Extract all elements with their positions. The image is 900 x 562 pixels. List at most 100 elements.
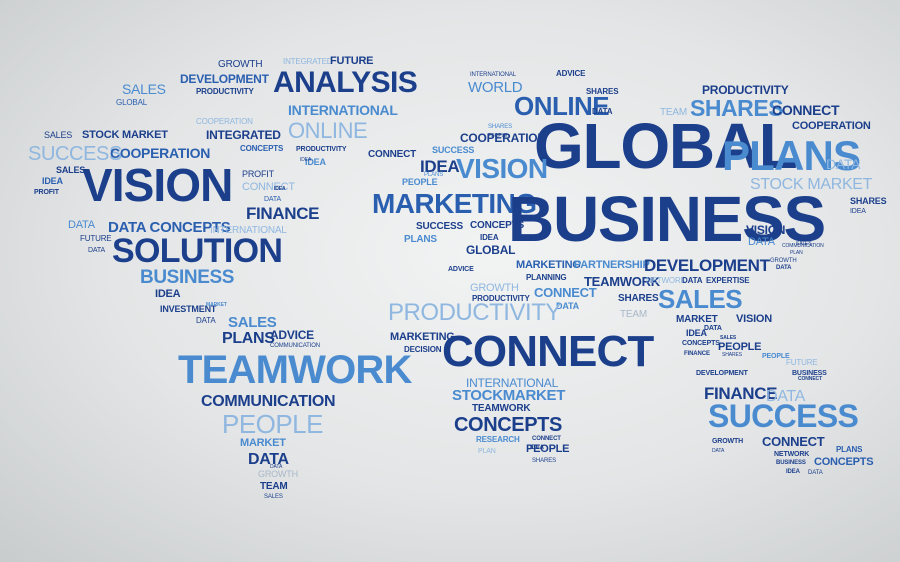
word-vision-2: VISION [456,153,548,184]
word-plans-3: PLANS [404,234,437,245]
word-advice: ADVICE [270,328,314,342]
word-success-4: SUCCESS [708,398,859,434]
word-cooperation-3: COOPERATION [792,120,871,132]
word-analysis: ANALYSIS [273,66,418,99]
word-online-2: ONLINE [514,91,610,121]
word-data-10: DATA [556,301,579,311]
word-data-concepts: DATA CONCEPTS [108,219,231,236]
word-data-7: DATA [826,156,861,172]
word-people: PEOPLE [222,409,323,439]
word-data-5: DATA [248,451,289,468]
word-data-6: DATA [592,107,613,116]
word-sales-7: SALES [796,241,812,247]
word-connect-2: CONNECT [772,102,840,118]
word-plan: PLAN [478,448,496,455]
word-vision: VISION [82,159,233,211]
word-world: WORLD [468,79,523,96]
word-vision-4: VISION [736,313,772,325]
word-concepts-3: CONCEPTS [682,340,720,347]
word-international-3: INTERNATIONAL [470,72,517,78]
word-expertise: EXPERTISE [706,276,750,285]
word-sales-2: SALES [44,130,73,140]
word-vision-3: VISION [746,223,786,237]
word-decision: DECISION [404,345,442,354]
word-network-2: NETWORK [774,451,810,458]
word-business-4: BUSINESS [776,460,806,466]
word-people-5: PEOPLE [526,443,570,455]
word-data-15: DATA [270,464,283,470]
word-shares-4: SHARES [850,196,887,206]
word-concepts-4: CONCEPTS [454,414,562,436]
word-productivity-2: PRODUCTIVITY [296,146,347,153]
word-plans: PLANS [222,330,275,347]
word-sales-3: SALES [56,165,86,175]
word-data-9: DATA [682,276,703,285]
word-connect-8: CONNECT [798,376,823,382]
word-plans-4: PLANS [836,445,863,454]
word-market-2: MARKET [676,314,718,325]
word-sales-8: SALES [720,335,737,341]
word-sales-4: SALES [228,314,277,331]
word-marketing-2: MARKETING [516,259,581,271]
word-planning: PLANNING [526,273,567,282]
word-idea-2: IDEA [42,176,63,186]
word-development-3: DEVELOPMENT [696,370,748,377]
word-idea-5: IDEA [850,208,866,215]
word-productivity-3: PRODUCTIVITY [702,83,789,97]
word-concepts-2: CONCEPTS [470,220,524,231]
word-investment: INVESTMENT [160,304,217,314]
word-integrated-2: INTEGRATED [206,128,281,142]
word-connect-7: CONNECT [762,434,825,449]
word-data: DATA [264,196,282,203]
word-teamwork: TEAMWORK [178,348,412,392]
word-team: TEAM [260,481,288,492]
word-communication: COMMUNICATION [270,343,320,349]
word-plans-2: PLANS [722,132,861,179]
word-connect-5: CONNECT [442,327,654,376]
word-idea-11: IDEA [274,186,286,192]
word-global: GLOBAL [116,98,148,107]
word-finance-2: FINANCE [684,351,710,357]
word-idea-7: IDEA [686,328,707,338]
word-shares: SHARES [586,87,619,96]
word-idea-10: IDEA [300,157,312,163]
word-teamwork-2: TEAMWORK [584,274,660,289]
word-marketing: MARKETING [372,188,537,219]
word-advice-3: ADVICE [448,266,474,273]
word-data-14: DATA [776,265,792,271]
word-partnership: PARTNERSHIP [574,259,650,271]
word-growth-5: GROWTH [770,258,797,264]
word-data-16: DATA [712,448,725,454]
word-future: FUTURE [330,55,374,67]
word-stockmarket: STOCKMARKET [452,387,566,404]
word-business-3: BUSINESS [792,370,827,377]
word-integrated: INTEGRATED [283,57,333,66]
word-development: DEVELOPMENT [180,72,269,86]
word-communication-3: COMMUNICATION [782,243,824,249]
word-people-6: PEOPLE [488,133,508,139]
word-concepts-5: CONCEPTS [814,456,874,468]
word-network: NETWORK [646,276,686,285]
word-team-2: TEAM [660,107,687,118]
word-growth-2: GROWTH [258,469,298,479]
word-finance: FINANCE [246,204,320,223]
word-people-2: PEOPLE [402,177,438,187]
word-global-2: GLOBAL [534,110,798,182]
word-connect: CONNECT [242,181,295,193]
word-stock-market-2: STOCK MARKET [750,176,873,193]
word-research: RESEARCH [476,435,520,444]
word-market: MARKET [240,437,286,449]
word-shares-6: SHARES [722,352,742,358]
word-shares-7: SHARES [532,458,556,464]
word-shares-3: SHARES [488,124,512,130]
word-connect-6: CONNECT [532,436,561,442]
word-growth-3: GROWTH [470,282,519,294]
word-cooperation-2: COOPERATION [110,145,211,161]
word-idea-8: IDEA [530,445,544,451]
word-communication-2: COMMUNICATION [201,393,336,410]
word-growth: GROWTH [218,59,263,70]
word-concepts: CONCEPTS [240,144,284,153]
word-team-3: TEAM [620,309,647,320]
word-international-4: INTERNATIONAL [466,376,559,390]
